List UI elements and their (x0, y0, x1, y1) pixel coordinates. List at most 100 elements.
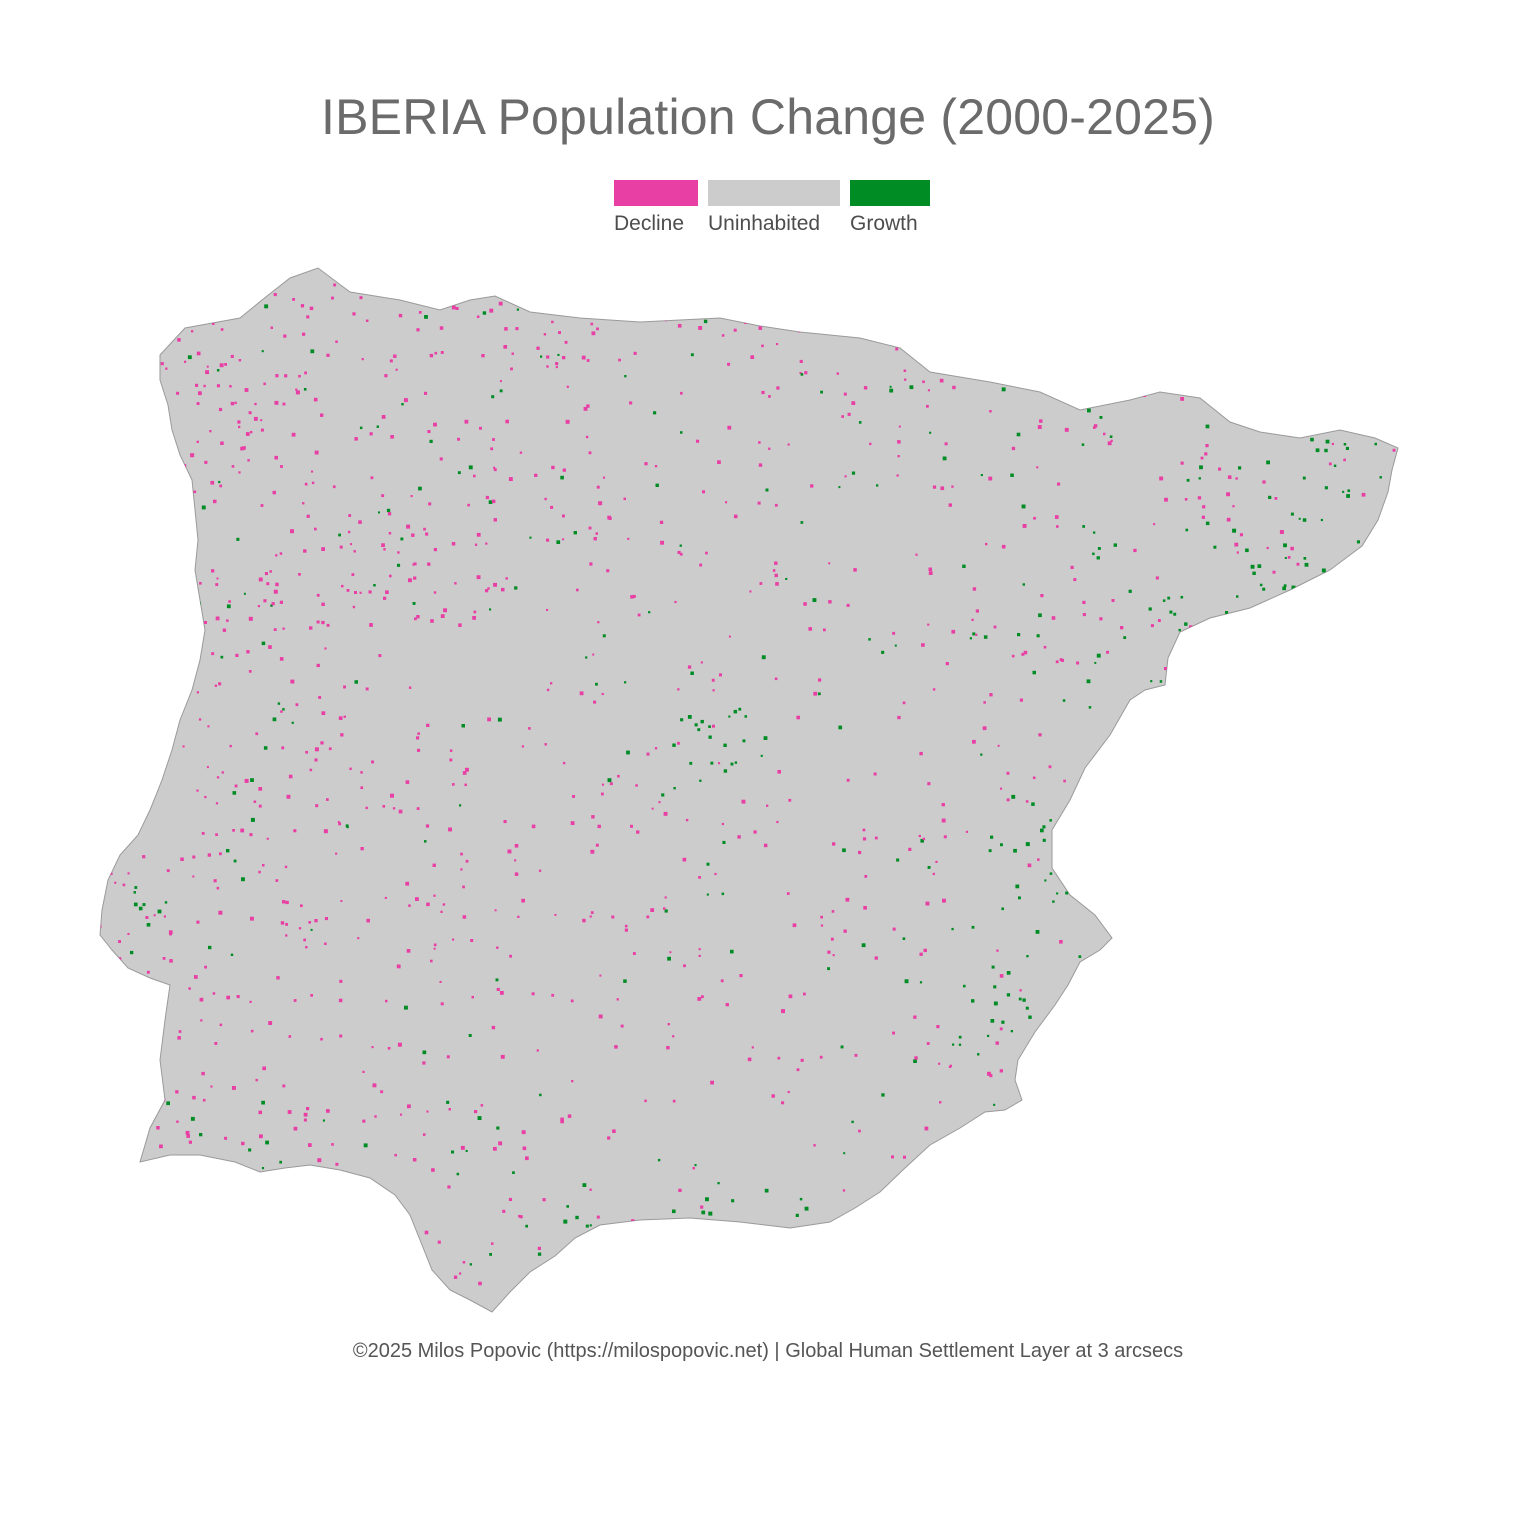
decline-cell (433, 548, 437, 552)
decline-cell (1096, 882, 1100, 887)
decline-cell (184, 360, 187, 363)
decline-cell (375, 1231, 379, 1235)
decline-cell (793, 296, 796, 299)
decline-cell (1184, 498, 1188, 501)
decline-cell (1345, 617, 1349, 621)
decline-cell (1124, 1230, 1128, 1234)
decline-cell (909, 297, 912, 300)
decline-cell (455, 307, 459, 310)
decline-cell (306, 315, 310, 319)
growth-cell (1109, 1234, 1113, 1238)
decline-cell (314, 527, 317, 531)
growth-cell (1049, 872, 1053, 875)
decline-cell (897, 455, 900, 458)
decline-cell (1099, 617, 1103, 621)
decline-cell (1019, 989, 1022, 992)
decline-cell (142, 390, 146, 393)
decline-cell (332, 485, 336, 489)
decline-cell (479, 426, 482, 430)
decline-cell (682, 857, 687, 862)
growth-cell (201, 505, 206, 510)
decline-cell (505, 419, 509, 424)
decline-cell (913, 1015, 917, 1019)
growth-cell (1388, 334, 1392, 338)
growth-cell (291, 721, 294, 724)
decline-cell (571, 1080, 574, 1083)
growth-cell (138, 906, 143, 911)
decline-cell (922, 380, 925, 384)
growth-cell (570, 1270, 574, 1274)
decline-cell (272, 1215, 276, 1218)
growth-cell (1326, 407, 1330, 410)
decline-cell (467, 503, 470, 507)
decline-cell (1377, 622, 1382, 626)
growth-cell (243, 592, 246, 595)
decline-cell (737, 1258, 741, 1262)
decline-cell (664, 318, 668, 322)
growth-cell (820, 390, 823, 394)
decline-cell (153, 914, 156, 917)
growth-cell (827, 967, 830, 971)
growth-cell (157, 909, 162, 914)
decline-cell (820, 915, 823, 919)
decline-cell (989, 693, 993, 697)
decline-cell (214, 684, 217, 687)
decline-cell (196, 351, 201, 356)
growth-cell (733, 709, 738, 714)
decline-cell (508, 1197, 512, 1201)
decline-cell (218, 407, 223, 412)
growth-cell (1284, 557, 1287, 559)
decline-cell (771, 1094, 775, 1098)
decline-cell (589, 1188, 592, 1191)
decline-cell (410, 495, 413, 498)
growth-cell (1018, 896, 1021, 900)
growth-cell (838, 486, 841, 489)
growth-cell (1317, 1032, 1320, 1035)
decline-cell (1272, 570, 1276, 574)
decline-cell (1259, 316, 1263, 320)
decline-cell (1245, 839, 1249, 843)
decline-cell (975, 633, 978, 636)
growth-cell (1365, 1149, 1368, 1152)
decline-cell (1376, 569, 1381, 573)
growth-cell (985, 1192, 988, 1195)
growth-cell (1241, 376, 1246, 381)
decline-cell (1006, 1247, 1010, 1250)
growth-cell (146, 923, 151, 927)
decline-cell (304, 482, 308, 486)
decline-cell (202, 1098, 206, 1102)
decline-cell (1128, 1072, 1132, 1076)
decline-cell (650, 908, 655, 912)
growth-cell (971, 999, 975, 1003)
decline-cell (133, 319, 136, 323)
decline-cell (503, 820, 507, 824)
decline-cell (799, 371, 802, 374)
decline-cell (279, 600, 283, 604)
decline-cell (460, 1145, 465, 1150)
decline-cell (637, 613, 641, 617)
decline-cell (1218, 467, 1222, 471)
decline-cell (925, 901, 930, 906)
decline-cell (268, 1021, 273, 1025)
growth-cell (1096, 556, 1100, 560)
decline-cell (106, 1064, 110, 1068)
growth-cell (1356, 897, 1361, 902)
decline-cell (719, 673, 722, 677)
decline-cell (514, 844, 519, 848)
growth-cell (1116, 748, 1121, 753)
decline-cell (1059, 940, 1063, 944)
growth-cell (1236, 838, 1240, 841)
decline-cell (282, 402, 286, 406)
growth-cell (1026, 955, 1029, 958)
decline-cell (194, 975, 198, 979)
decline-cell (269, 570, 272, 573)
growth-cell (1052, 900, 1055, 903)
decline-cell (426, 902, 430, 907)
decline-cell (1087, 1148, 1091, 1152)
decline-cell (938, 1062, 941, 1065)
decline-cell (787, 443, 790, 446)
decline-cell (142, 855, 146, 859)
decline-cell (550, 505, 554, 509)
decline-cell (992, 358, 996, 362)
decline-cell (132, 1148, 135, 1152)
